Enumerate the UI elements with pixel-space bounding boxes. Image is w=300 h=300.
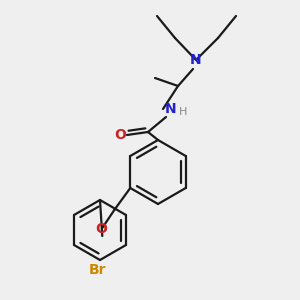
Text: N: N bbox=[165, 102, 177, 116]
Text: H: H bbox=[179, 107, 187, 117]
Text: N: N bbox=[190, 53, 202, 67]
Text: O: O bbox=[95, 222, 107, 236]
Text: O: O bbox=[114, 128, 126, 142]
Text: Br: Br bbox=[88, 263, 106, 277]
